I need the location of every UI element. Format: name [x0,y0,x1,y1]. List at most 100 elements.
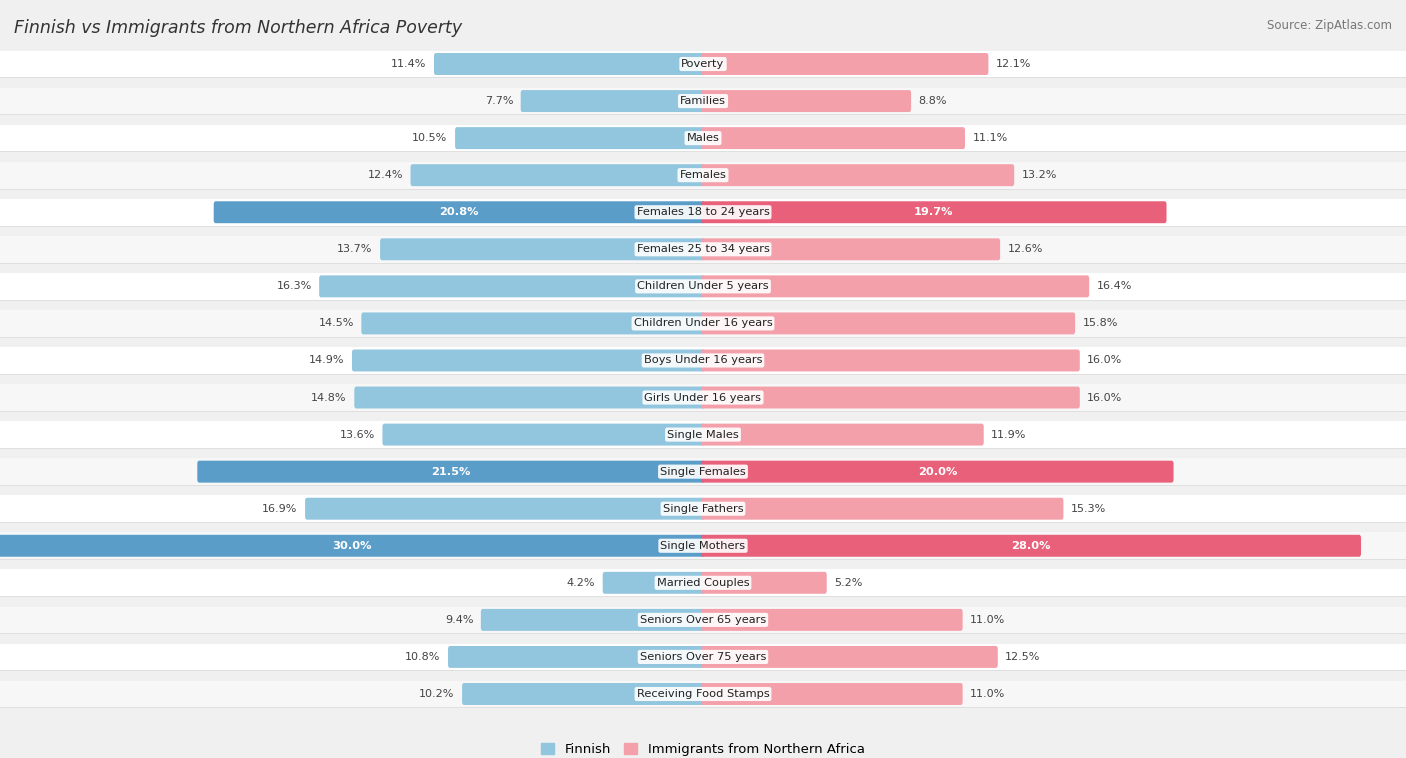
FancyBboxPatch shape [702,202,1167,223]
FancyBboxPatch shape [463,683,704,705]
Text: Children Under 16 years: Children Under 16 years [634,318,772,328]
FancyBboxPatch shape [702,572,827,594]
FancyBboxPatch shape [382,424,704,446]
Text: 16.3%: 16.3% [277,281,312,291]
FancyBboxPatch shape [214,202,704,223]
Text: 9.4%: 9.4% [444,615,474,625]
Text: Families: Families [681,96,725,106]
Legend: Finnish, Immigrants from Northern Africa: Finnish, Immigrants from Northern Africa [541,743,865,756]
FancyBboxPatch shape [702,164,1014,186]
Bar [0,421,1406,448]
FancyBboxPatch shape [702,535,1361,556]
FancyBboxPatch shape [319,275,704,297]
Text: Single Females: Single Females [661,467,745,477]
Text: Children Under 5 years: Children Under 5 years [637,281,769,291]
Text: Receiving Food Stamps: Receiving Food Stamps [637,689,769,699]
FancyBboxPatch shape [380,238,704,260]
Text: Females: Females [679,171,727,180]
Bar [0,569,1406,596]
Text: Seniors Over 65 years: Seniors Over 65 years [640,615,766,625]
FancyBboxPatch shape [702,238,1000,260]
FancyBboxPatch shape [197,461,704,483]
Text: 8.8%: 8.8% [918,96,948,106]
FancyBboxPatch shape [702,127,965,149]
Bar [0,125,1406,152]
Text: 30.0%: 30.0% [332,540,371,551]
Text: 11.1%: 11.1% [973,133,1008,143]
Bar [0,532,1406,559]
Text: 28.0%: 28.0% [1011,540,1050,551]
Text: 12.5%: 12.5% [1005,652,1040,662]
FancyBboxPatch shape [352,349,704,371]
Text: Finnish vs Immigrants from Northern Africa Poverty: Finnish vs Immigrants from Northern Afri… [14,19,463,37]
Text: 7.7%: 7.7% [485,96,513,106]
Text: 4.2%: 4.2% [567,578,595,587]
FancyBboxPatch shape [702,498,1063,520]
Text: Females 25 to 34 years: Females 25 to 34 years [637,244,769,254]
Text: Poverty: Poverty [682,59,724,69]
FancyBboxPatch shape [354,387,704,409]
Text: 12.4%: 12.4% [367,171,404,180]
Text: 20.0%: 20.0% [918,467,957,477]
Text: Females 18 to 24 years: Females 18 to 24 years [637,207,769,218]
Text: Single Males: Single Males [666,430,740,440]
Text: 11.9%: 11.9% [991,430,1026,440]
FancyBboxPatch shape [411,164,704,186]
Text: 13.2%: 13.2% [1022,171,1057,180]
FancyBboxPatch shape [702,609,963,631]
Bar [0,644,1406,670]
Text: 10.2%: 10.2% [419,689,454,699]
Bar [0,606,1406,633]
Bar [0,310,1406,337]
Text: 16.9%: 16.9% [263,504,298,514]
FancyBboxPatch shape [702,90,911,112]
FancyBboxPatch shape [702,275,1090,297]
FancyBboxPatch shape [702,683,963,705]
Text: 16.0%: 16.0% [1087,356,1122,365]
Bar [0,384,1406,411]
FancyBboxPatch shape [702,387,1080,409]
Bar [0,347,1406,374]
Text: Boys Under 16 years: Boys Under 16 years [644,356,762,365]
Bar [0,51,1406,77]
Text: 11.0%: 11.0% [970,689,1005,699]
Text: 12.6%: 12.6% [1008,244,1043,254]
Bar [0,162,1406,189]
Text: 10.5%: 10.5% [412,133,447,143]
FancyBboxPatch shape [0,535,704,556]
Text: Married Couples: Married Couples [657,578,749,587]
Text: Single Fathers: Single Fathers [662,504,744,514]
FancyBboxPatch shape [702,349,1080,371]
Text: 5.2%: 5.2% [834,578,863,587]
Text: 16.4%: 16.4% [1097,281,1132,291]
Bar [0,496,1406,522]
FancyBboxPatch shape [702,312,1076,334]
Text: 11.4%: 11.4% [391,59,426,69]
Bar [0,273,1406,299]
FancyBboxPatch shape [702,53,988,75]
Text: 12.1%: 12.1% [995,59,1031,69]
FancyBboxPatch shape [520,90,704,112]
Text: 10.8%: 10.8% [405,652,440,662]
Text: 15.3%: 15.3% [1071,504,1107,514]
FancyBboxPatch shape [305,498,704,520]
FancyBboxPatch shape [434,53,704,75]
FancyBboxPatch shape [456,127,704,149]
Text: 20.8%: 20.8% [440,207,479,218]
Bar [0,681,1406,707]
Text: Girls Under 16 years: Girls Under 16 years [644,393,762,402]
FancyBboxPatch shape [481,609,704,631]
Bar [0,88,1406,114]
FancyBboxPatch shape [603,572,704,594]
Text: 13.7%: 13.7% [337,244,373,254]
Text: 13.6%: 13.6% [340,430,375,440]
Text: 14.8%: 14.8% [311,393,347,402]
Bar [0,199,1406,226]
Text: 16.0%: 16.0% [1087,393,1122,402]
Text: 14.5%: 14.5% [319,318,354,328]
FancyBboxPatch shape [702,646,998,668]
Text: Source: ZipAtlas.com: Source: ZipAtlas.com [1267,19,1392,32]
Text: Seniors Over 75 years: Seniors Over 75 years [640,652,766,662]
Text: Single Mothers: Single Mothers [661,540,745,551]
Text: Males: Males [686,133,720,143]
